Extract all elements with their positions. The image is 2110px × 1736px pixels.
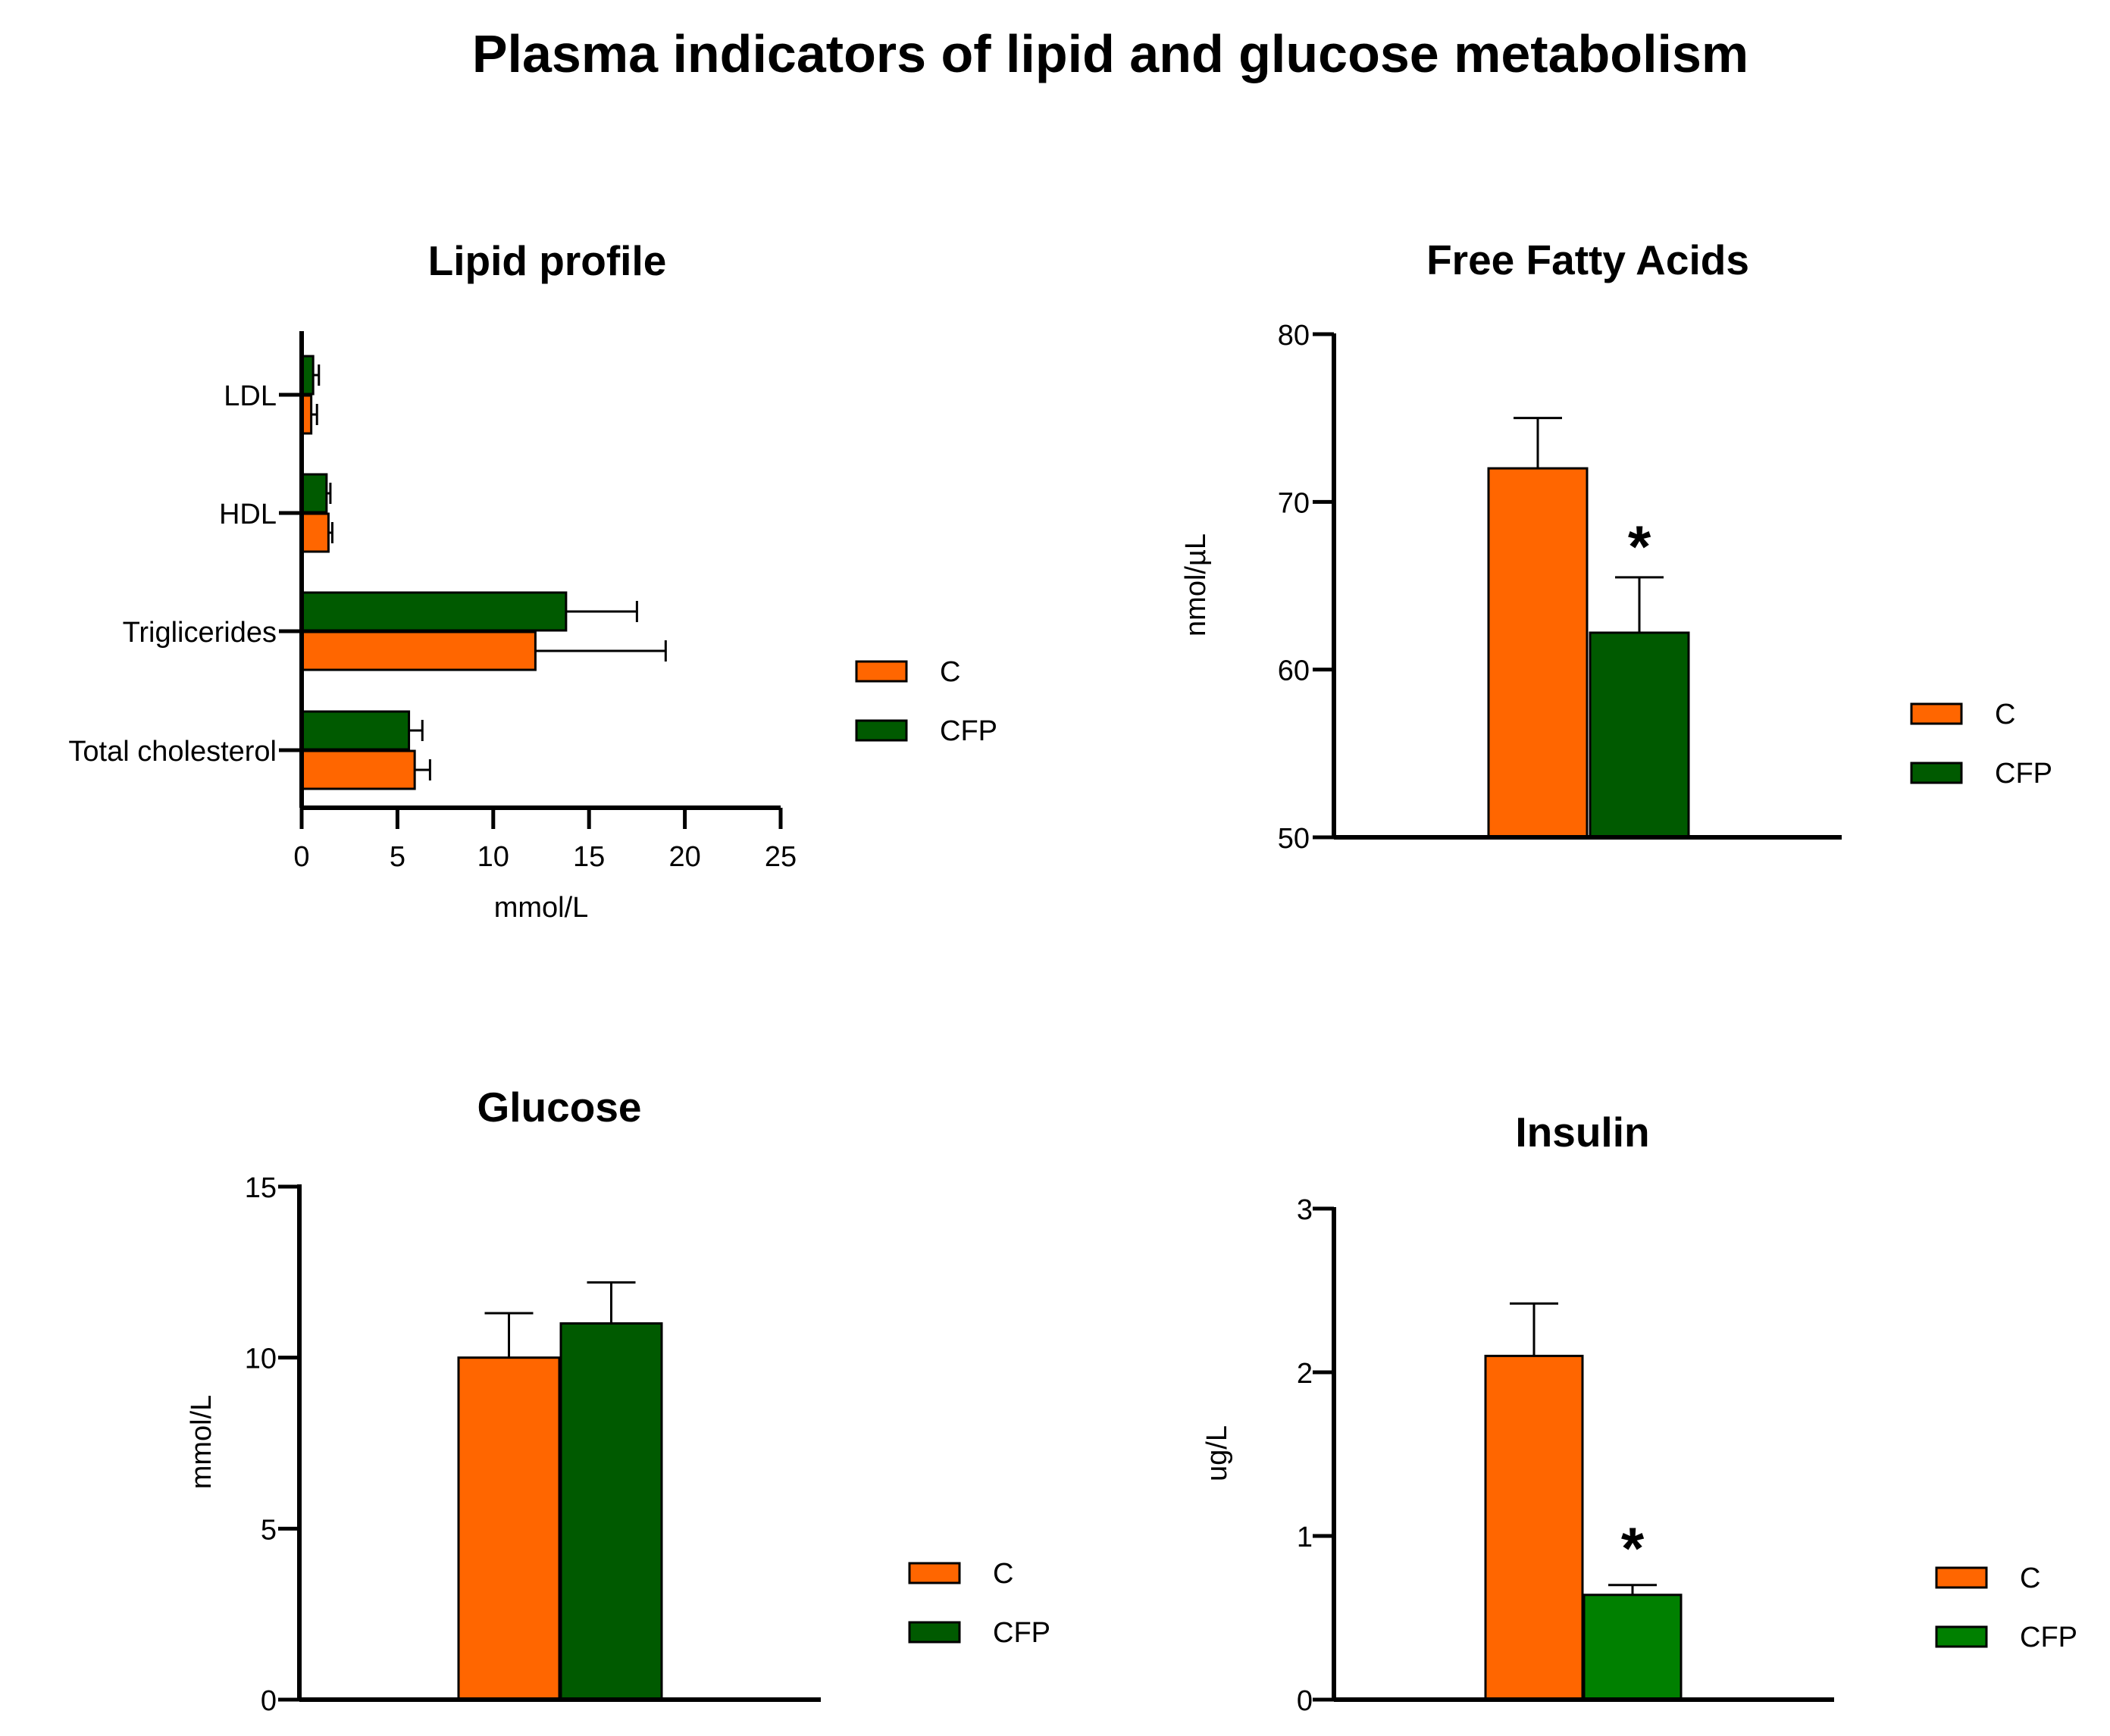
glucose-y-tick-label: 0 bbox=[261, 1685, 277, 1717]
glucose-legend-swatch-c bbox=[908, 1562, 961, 1584]
lipid-category-label: LDL bbox=[224, 380, 277, 412]
ffa-y-axis-label: nmol/µL bbox=[1180, 533, 1212, 637]
insulin-y-tick-label: 2 bbox=[1297, 1358, 1313, 1390]
insulin-legend-swatch-c bbox=[1935, 1566, 1988, 1589]
ffa-legend-label-cfp: CFP bbox=[1995, 758, 2052, 790]
lipid-bar-triglicerides-cfp bbox=[300, 591, 568, 632]
lipid-category-label: HDL bbox=[219, 499, 277, 530]
lipid-bar-total-cholesterol-cfp bbox=[300, 710, 411, 751]
ffa-legend-swatch-c bbox=[1910, 702, 1963, 725]
lipid-bar-total-cholesterol-c bbox=[300, 749, 416, 790]
lipid-category-label: Total cholesterol bbox=[68, 736, 277, 768]
ffa-significance-marker: * bbox=[1628, 513, 1651, 580]
glucose-legend-label-c: C bbox=[993, 1558, 1013, 1590]
lipid-bar-hdl-c bbox=[300, 512, 330, 553]
insulin-bar-cfp bbox=[1582, 1594, 1683, 1701]
insulin-y-axis-label: ug/L bbox=[1201, 1425, 1233, 1481]
lipid-category-label: Triglicerides bbox=[123, 617, 277, 649]
ffa-y-tick-label: 80 bbox=[1278, 320, 1310, 352]
ffa-bar-c bbox=[1487, 467, 1589, 839]
insulin-chart: Insulin * 0 1 2 3 ug/L C CFP bbox=[1201, 1109, 2077, 1717]
lipid-bar-hdl-cfp bbox=[300, 473, 328, 514]
lipid-legend-label-cfp: CFP bbox=[940, 715, 997, 747]
ffa-y-tick-label: 50 bbox=[1278, 823, 1310, 855]
figure-title: Plasma indicators of lipid and glucose m… bbox=[472, 24, 1748, 83]
glucose-chart: Glucose 0 5 10 15 mmol/L C CFP bbox=[186, 1084, 1050, 1717]
ffa-legend-label-c: C bbox=[1995, 699, 2015, 730]
ffa-legend-swatch-cfp bbox=[1910, 762, 1963, 784]
lipid-x-tick-label: 10 bbox=[477, 841, 509, 873]
lipid-bar-triglicerides-c bbox=[300, 630, 537, 671]
ffa-y-tick-label: 70 bbox=[1278, 487, 1310, 519]
insulin-legend-swatch-cfp bbox=[1935, 1625, 1988, 1648]
insulin-legend-label-c: C bbox=[2020, 1562, 2040, 1594]
lipid-legend-label-c: C bbox=[940, 656, 960, 688]
ffa-y-tick-label: 60 bbox=[1278, 655, 1310, 687]
insulin-y-tick-label: 3 bbox=[1297, 1194, 1313, 1226]
lipid-x-tick-label: 5 bbox=[390, 841, 405, 873]
lipid-chart-title: Lipid profile bbox=[428, 237, 667, 284]
glucose-y-tick-label: 15 bbox=[245, 1172, 277, 1204]
glucose-y-tick-label: 10 bbox=[245, 1343, 277, 1375]
lipid-x-tick-label: 15 bbox=[573, 841, 605, 873]
glucose-bar-cfp bbox=[559, 1322, 663, 1701]
glucose-chart-title: Glucose bbox=[477, 1084, 641, 1131]
lipid-legend-swatch-cfp bbox=[855, 719, 908, 742]
lipid-x-tick-label: 0 bbox=[293, 841, 309, 873]
glucose-y-axis-label: mmol/L bbox=[186, 1395, 218, 1490]
insulin-bar-c bbox=[1484, 1354, 1584, 1701]
free-fatty-acids-chart: Free Fatty Acids * 50 60 70 80 nmol/µL C CFP bbox=[1180, 236, 2052, 855]
insulin-y-tick-label: 0 bbox=[1297, 1685, 1313, 1717]
insulin-legend-label-cfp: CFP bbox=[2020, 1622, 2077, 1653]
glucose-bar-c bbox=[457, 1356, 561, 1701]
insulin-significance-marker: * bbox=[1621, 1515, 1645, 1581]
glucose-legend-swatch-cfp bbox=[908, 1621, 961, 1644]
glucose-y-tick-label: 5 bbox=[261, 1514, 277, 1546]
lipid-x-tick-label: 20 bbox=[668, 841, 700, 873]
lipid-x-tick-label: 25 bbox=[765, 841, 797, 873]
ffa-chart-title: Free Fatty Acids bbox=[1426, 236, 1749, 283]
glucose-legend-label-cfp: CFP bbox=[993, 1617, 1050, 1649]
insulin-y-tick-label: 1 bbox=[1297, 1522, 1313, 1553]
lipid-legend-swatch-c bbox=[855, 660, 908, 683]
lipid-profile-chart: Lipid profile LDL HDL Triglicerides Total c… bbox=[68, 237, 997, 924]
lipid-x-axis-label: mmol/L bbox=[494, 892, 589, 924]
insulin-chart-title: Insulin bbox=[1515, 1109, 1649, 1156]
ffa-bar-cfp bbox=[1589, 631, 1690, 839]
